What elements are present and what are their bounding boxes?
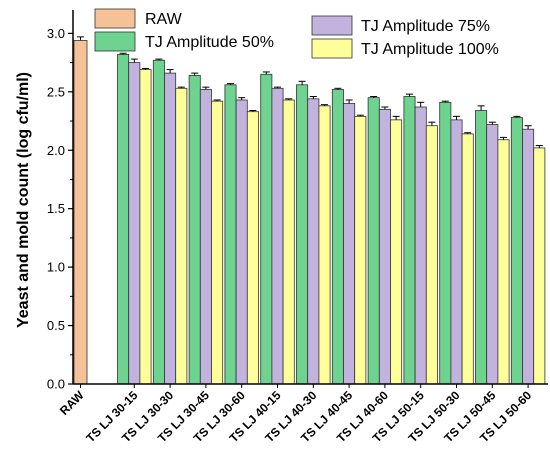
bar-ts-lj-40-30-tj-amplitude-100	[318, 105, 331, 385]
bar-ts-lj-40-45-tj-amplitude-50	[331, 89, 344, 385]
bar-ts-lj-30-60-tj-amplitude-75	[235, 99, 248, 385]
y-tick-label: 2.5	[47, 84, 65, 99]
legend: RAW TJ Amplitude 50% TJ Amplitude 75% TJ…	[94, 8, 499, 59]
bar-ts-lj-40-60-tj-amplitude-100	[390, 119, 403, 385]
bar-ts-lj-50-30-tj-amplitude-75	[450, 119, 463, 385]
y-tick-label: 0.0	[47, 377, 65, 392]
bar-ts-lj-30-45-tj-amplitude-50	[188, 75, 201, 385]
bar-ts-lj-50-45-tj-amplitude-100	[497, 139, 510, 385]
bar-ts-lj-30-30-tj-amplitude-50	[152, 59, 165, 385]
legend-swatch-tj-amplitude-50	[94, 31, 136, 52]
bar-ts-lj-40-15-tj-amplitude-100	[282, 99, 295, 385]
bar-ts-lj-30-60-tj-amplitude-100	[246, 111, 259, 385]
bar-ts-lj-40-30-tj-amplitude-75	[307, 98, 320, 385]
y-tick-label: 1.0	[47, 260, 65, 275]
bar-ts-lj-50-60-tj-amplitude-50	[510, 117, 523, 385]
bar-ts-lj-50-45-tj-amplitude-75	[486, 124, 499, 385]
bar-ts-lj-40-60-tj-amplitude-75	[378, 108, 391, 385]
bar-ts-lj-30-30-tj-amplitude-100	[175, 87, 188, 385]
bar-ts-lj-50-30-tj-amplitude-50	[439, 101, 452, 385]
bar-ts-lj-50-45-tj-amplitude-50	[475, 110, 488, 385]
bar-ts-lj-40-45-tj-amplitude-75	[343, 103, 356, 385]
bar-ts-lj-30-15-tj-amplitude-75	[128, 62, 141, 385]
y-tick-label: 0.5	[47, 318, 65, 333]
bar-ts-lj-30-60-tj-amplitude-50	[224, 84, 237, 385]
y-tick-label: 3.0	[47, 26, 65, 41]
bar-ts-lj-30-15-tj-amplitude-100	[139, 69, 152, 385]
bar-ts-lj-50-15-tj-amplitude-100	[425, 125, 438, 385]
bar-ts-lj-40-45-tj-amplitude-100	[354, 115, 367, 385]
bars-layer	[73, 36, 546, 385]
legend-label-tj-amplitude-50: TJ Amplitude 50%	[145, 34, 274, 51]
bar-ts-lj-30-45-tj-amplitude-100	[211, 100, 224, 385]
bar-ts-lj-40-15-tj-amplitude-75	[271, 87, 284, 385]
bar-ts-lj-40-30-tj-amplitude-50	[296, 84, 309, 385]
legend-swatch-tj-amplitude-100	[311, 38, 353, 59]
bar-ts-lj-50-15-tj-amplitude-75	[414, 106, 427, 385]
bar-ts-lj-30-45-tj-amplitude-75	[199, 89, 212, 385]
bar-ts-lj-50-60-tj-amplitude-75	[522, 128, 535, 385]
x-tick-label: RAW	[57, 388, 87, 418]
bar-ts-lj-40-15-tj-amplitude-50	[260, 73, 273, 385]
legend-swatch-tj-amplitude-75	[311, 15, 353, 36]
legend-swatch-raw	[94, 8, 136, 29]
bar-ts-lj-50-30-tj-amplitude-100	[461, 133, 474, 385]
y-axis-title: Yeast and mold count (log cfu/ml)	[15, 72, 32, 328]
y-tick-label: 1.5	[47, 201, 65, 216]
legend-label-tj-amplitude-75: TJ Amplitude 75%	[361, 18, 490, 35]
y-tick-label: 2.0	[47, 143, 65, 158]
legend-label-raw: RAW	[145, 11, 183, 28]
bar-raw	[73, 39, 88, 385]
legend-label-tj-amplitude-100: TJ Amplitude 100%	[361, 41, 499, 58]
bar-ts-lj-30-30-tj-amplitude-75	[164, 72, 177, 385]
bar-ts-lj-50-60-tj-amplitude-100	[533, 147, 546, 385]
bar-ts-lj-50-15-tj-amplitude-50	[403, 96, 416, 385]
bar-ts-lj-40-60-tj-amplitude-50	[367, 97, 380, 385]
bar-ts-lj-30-15-tj-amplitude-50	[117, 54, 130, 385]
